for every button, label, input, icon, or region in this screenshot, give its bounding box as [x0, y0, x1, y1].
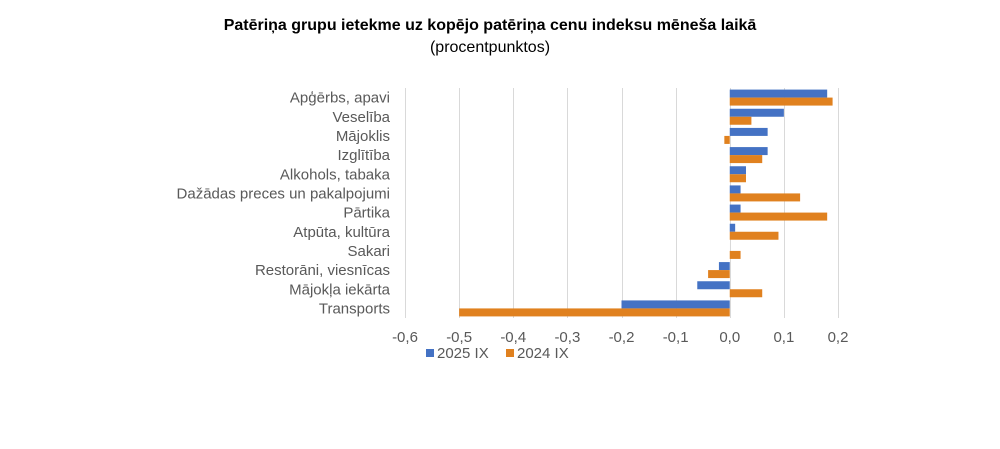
- bar-2024-11: [459, 308, 730, 317]
- chart-title: Patēriņa grupu ietekme uz kopējo patēriņ…: [224, 17, 757, 34]
- category-label-1: Veselība: [332, 109, 390, 126]
- legend-label-2024: 2024 IX: [517, 345, 569, 362]
- x-tick-label-2: -0,4: [500, 329, 526, 346]
- bar-2024-10: [729, 289, 763, 298]
- category-labels: Apģērbs, apavi Veselība Mājoklis Izglītība A…: [177, 90, 391, 318]
- category-label-5: Dažādas preces un pakalpojumi: [177, 185, 390, 202]
- bar-2025-11: [621, 300, 730, 309]
- category-label-9: Restorāni, viesnīcas: [255, 262, 390, 279]
- bar-2025-3: [729, 147, 768, 156]
- bar-2024-3: [729, 155, 763, 164]
- legend-swatch-2024: [506, 349, 514, 357]
- bar-2024-0: [729, 97, 833, 106]
- bar-2024-4: [729, 174, 746, 183]
- x-tick-label-1: -0,5: [446, 329, 472, 346]
- category-label-6: Pārtika: [343, 205, 390, 222]
- bar-2024-2: [724, 135, 730, 144]
- bar-2025-9: [718, 262, 730, 271]
- category-label-7: Atpūta, kultūra: [293, 224, 390, 241]
- gridlines: [405, 88, 839, 318]
- x-tick-label-5: -0,1: [663, 329, 689, 346]
- legend: 2025 IX 2024 IX: [426, 345, 569, 362]
- bar-2025-5: [729, 185, 741, 194]
- x-tick-label-0: -0,6: [392, 329, 418, 346]
- x-axis-tick-labels: -0,6 -0,5 -0,4 -0,3 -0,2 -0,1 0,0 0,1 0,2: [392, 329, 848, 346]
- bar-2024-1: [729, 116, 752, 125]
- x-tick-label-7: 0,1: [773, 329, 794, 346]
- category-label-2: Mājoklis: [336, 128, 390, 145]
- category-label-0: Apģērbs, apavi: [290, 90, 390, 107]
- category-label-8: Sakari: [347, 243, 390, 260]
- bar-2024-9: [708, 270, 730, 279]
- bar-2025-0: [729, 89, 828, 98]
- x-tick-label-6: 0,0: [719, 329, 740, 346]
- chart-subtitle: (procentpunktos): [430, 39, 550, 56]
- x-tick-label-3: -0,3: [554, 329, 580, 346]
- bar-2024-8: [729, 250, 741, 259]
- x-tick-label-4: -0,2: [609, 329, 635, 346]
- bar-2025-4: [729, 166, 746, 175]
- bar-2025-2: [729, 127, 768, 136]
- bars: [459, 89, 833, 317]
- bar-2025-1: [729, 108, 784, 117]
- bar-2024-5: [729, 193, 801, 202]
- bar-2024-7: [729, 231, 779, 240]
- bar-2025-10: [697, 281, 730, 290]
- category-label-10: Mājokļa iekārta: [289, 281, 391, 298]
- category-label-4: Alkohols, tabaka: [280, 166, 391, 183]
- bar-2025-7: [729, 223, 736, 232]
- x-tick-label-8: 0,2: [828, 329, 849, 346]
- category-label-3: Izglītība: [337, 147, 390, 164]
- legend-label-2025: 2025 IX: [437, 345, 489, 362]
- bar-2024-6: [729, 212, 828, 221]
- category-label-11: Transports: [319, 300, 390, 317]
- legend-swatch-2025: [426, 349, 434, 357]
- bar-2025-6: [729, 204, 741, 213]
